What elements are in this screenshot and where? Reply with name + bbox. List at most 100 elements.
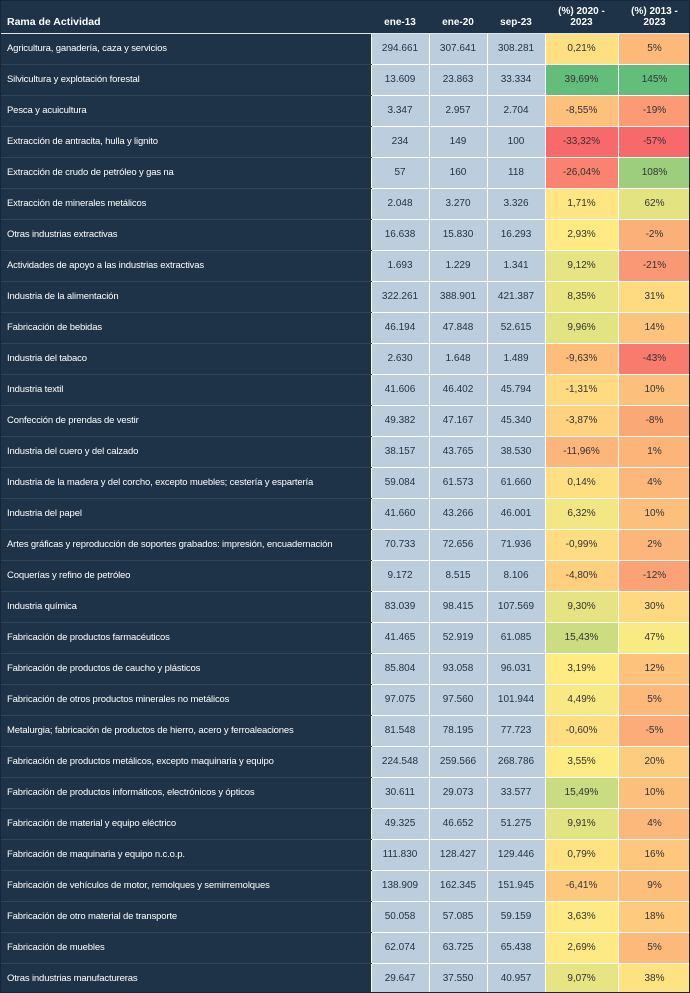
value-cell: 234 (370, 125, 430, 158)
row-label: Confección de prendas de vestir (1, 405, 372, 437)
table-row: Silvicultura y explotación forestal 13.60… (1, 63, 689, 96)
column-header-sep-23: sep-23 (487, 1, 545, 34)
value-cell: 61.660 (486, 466, 546, 499)
value-cell: 162.345 (428, 869, 488, 902)
table-row: Pesca y acuicultura 3.347 2.957 2.704 -8,55%… (1, 94, 689, 127)
table-row: Industria del papel 41.660 43.266 46.001 6,3… (1, 497, 689, 530)
value-cell: 46.402 (428, 373, 488, 406)
row-label: Fabricación de productos farmacéuticos (1, 622, 372, 654)
value-cell: 259.566 (428, 745, 488, 778)
row-label: Industria del cuero y del calzado (1, 436, 372, 468)
value-cell: 160 (428, 156, 488, 189)
value-cell: 8.515 (428, 559, 488, 592)
pct-cell: -26,04% (544, 156, 619, 189)
pct-cell: 30% (617, 590, 689, 623)
value-cell: 38.157 (370, 435, 430, 468)
value-cell: 78.195 (428, 714, 488, 747)
pct-cell: 10% (617, 373, 689, 406)
pct-cell: -8% (617, 404, 689, 437)
table-row: Actividades de apoyo a las industrias ex… (1, 249, 689, 282)
row-label: Extracción de minerales metálicos (1, 188, 372, 220)
value-cell: 16.293 (486, 218, 546, 251)
value-cell: 59.084 (370, 466, 430, 499)
value-cell: 29.073 (428, 776, 488, 809)
pct-cell: -4,80% (544, 559, 619, 592)
pct-cell: 5% (617, 32, 689, 65)
table-row: Otras industrias extractivas 16.638 15.830… (1, 218, 689, 251)
row-label: Fabricación de material y equipo eléctri… (1, 808, 372, 840)
row-label: Otras industrias manufactureras (1, 963, 372, 992)
pct-cell: -11,96% (544, 435, 619, 468)
value-cell: 96.031 (486, 652, 546, 685)
table-row: Industria de la alimentación 322.261 388.9… (1, 280, 689, 313)
value-cell: 72.656 (428, 528, 488, 561)
value-cell: 16.638 (370, 218, 430, 251)
value-cell: 47.848 (428, 311, 488, 344)
value-cell: 29.647 (370, 962, 430, 992)
pct-cell: -6,41% (544, 869, 619, 902)
value-cell: 57 (370, 156, 430, 189)
column-header-ene-13: ene-13 (371, 1, 429, 34)
value-cell: 30.611 (370, 776, 430, 809)
value-cell: 77.723 (486, 714, 546, 747)
column-header-ene-20: ene-20 (429, 1, 487, 34)
value-cell: 8.106 (486, 559, 546, 592)
value-cell: 151.945 (486, 869, 546, 902)
row-label: Artes gráficas y reproducción de soporte… (1, 529, 372, 561)
pct-cell: -1,31% (544, 373, 619, 406)
value-cell: 51.275 (486, 807, 546, 840)
row-label: Industria del papel (1, 498, 372, 530)
table-body: Agricultura, ganadería, caza y servicios… (1, 32, 689, 992)
pct-cell: 10% (617, 776, 689, 809)
pct-cell: 8,35% (544, 280, 619, 313)
row-label: Fabricación de productos informáticos, e… (1, 777, 372, 809)
row-label: Industria de la alimentación (1, 281, 372, 313)
value-cell: 1.229 (428, 249, 488, 282)
value-cell: 118 (486, 156, 546, 189)
pct-cell: 18% (617, 900, 689, 933)
column-header-pct-2013-2023: (%) 2013 - 2023 (618, 1, 689, 34)
table-row: Industria del cuero y del calzado 38.157 4… (1, 435, 689, 468)
table-row: Fabricación de productos informáticos, e… (1, 776, 689, 809)
value-cell: 13.609 (370, 63, 430, 96)
table-row: Fabricación de productos farmacéuticos 41… (1, 621, 689, 654)
value-cell: 2.957 (428, 94, 488, 127)
row-label: Fabricación de productos de caucho y plá… (1, 653, 372, 685)
value-cell: 45.794 (486, 373, 546, 406)
value-cell: 107.569 (486, 590, 546, 623)
value-cell: 294.661 (370, 32, 430, 65)
table-row: Fabricación de material y equipo eléctri… (1, 807, 689, 840)
pct-cell: 15,43% (544, 621, 619, 654)
row-label: Industria química (1, 591, 372, 623)
value-cell: 101.944 (486, 683, 546, 716)
pct-cell: -9,63% (544, 342, 619, 375)
pct-cell: 9,91% (544, 807, 619, 840)
value-cell: 23.863 (428, 63, 488, 96)
pct-cell: 4,49% (544, 683, 619, 716)
row-label: Industria del tabaco (1, 343, 372, 375)
table-row: Confección de prendas de vestir 49.382 47.… (1, 404, 689, 437)
table-row: Fabricación de muebles 62.074 63.725 65.438… (1, 931, 689, 964)
row-label: Fabricación de otro material de transpor… (1, 901, 372, 933)
pct-cell: -57% (617, 125, 689, 158)
pct-cell: 14% (617, 311, 689, 344)
pct-cell: 0,79% (544, 838, 619, 871)
pct-cell: 47% (617, 621, 689, 654)
value-cell: 15.830 (428, 218, 488, 251)
value-cell: 111.830 (370, 838, 430, 871)
pct-cell: 9,12% (544, 249, 619, 282)
table-row: Coquerías y refino de petróleo 9.172 8.515… (1, 559, 689, 592)
value-cell: 3.347 (370, 94, 430, 127)
value-cell: 63.725 (428, 931, 488, 964)
row-label: Agricultura, ganadería, caza y servicios (1, 33, 372, 65)
value-cell: 50.058 (370, 900, 430, 933)
row-label: Industria textil (1, 374, 372, 406)
value-cell: 43.266 (428, 497, 488, 530)
pct-cell: 9,96% (544, 311, 619, 344)
value-cell: 52.615 (486, 311, 546, 344)
value-cell: 100 (486, 125, 546, 158)
value-cell: 57.085 (428, 900, 488, 933)
value-cell: 3.326 (486, 187, 546, 220)
pct-cell: 1,71% (544, 187, 619, 220)
value-cell: 41.465 (370, 621, 430, 654)
